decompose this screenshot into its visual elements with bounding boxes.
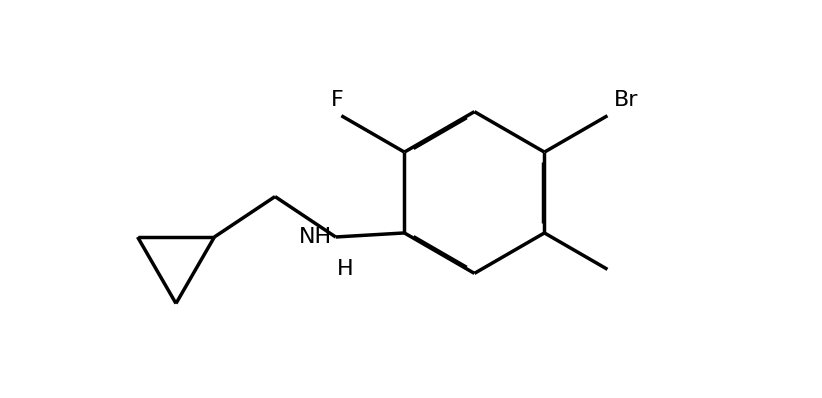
Text: NH: NH: [298, 227, 332, 247]
Text: F: F: [331, 90, 344, 109]
Text: H: H: [337, 259, 354, 279]
Text: Br: Br: [613, 90, 638, 109]
